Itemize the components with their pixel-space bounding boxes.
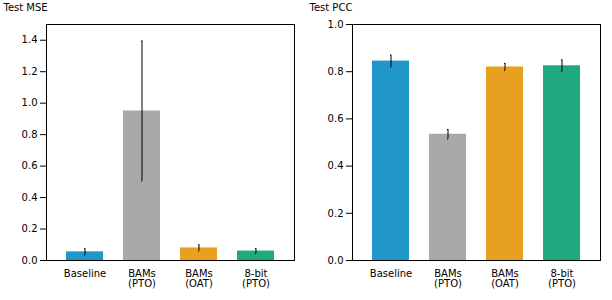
svg-text:0.6: 0.6 <box>22 160 38 171</box>
svg-text:8-bit(PTO): 8-bit(PTO) <box>242 268 270 289</box>
svg-text:Test PCC: Test PCC <box>309 2 353 13</box>
svg-text:1.4: 1.4 <box>22 34 38 45</box>
svg-text:Test MSE: Test MSE <box>3 2 48 13</box>
svg-text:8-bit(PTO): 8-bit(PTO) <box>548 268 576 289</box>
svg-text:0.2: 0.2 <box>22 223 38 234</box>
svg-text:0.8: 0.8 <box>328 66 344 77</box>
svg-text:0.0: 0.0 <box>22 255 38 266</box>
svg-text:Baseline: Baseline <box>64 268 106 279</box>
svg-text:1.0: 1.0 <box>22 97 38 108</box>
svg-text:0.2: 0.2 <box>328 208 344 219</box>
svg-text:0.0: 0.0 <box>328 255 344 266</box>
svg-text:0.8: 0.8 <box>22 129 38 140</box>
svg-text:1.2: 1.2 <box>22 66 38 77</box>
svg-text:0.4: 0.4 <box>328 160 344 171</box>
svg-text:BAMs(PTO): BAMs(PTO) <box>128 268 156 289</box>
svg-text:0.6: 0.6 <box>328 113 344 124</box>
svg-text:BAMs(PTO): BAMs(PTO) <box>434 268 462 289</box>
svg-text:0.4: 0.4 <box>22 192 38 203</box>
svg-text:BAMs(OAT): BAMs(OAT) <box>491 268 519 289</box>
svg-text:1.0: 1.0 <box>328 19 344 30</box>
svg-text:Baseline: Baseline <box>370 268 412 279</box>
svg-text:BAMs(OAT): BAMs(OAT) <box>185 268 213 289</box>
